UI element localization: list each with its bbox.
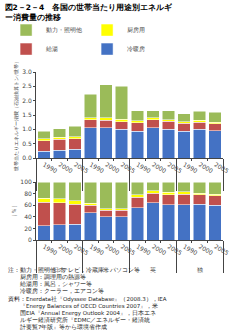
svg-text:2000: 2000 — [198, 161, 215, 175]
svg-text:2000: 2000 — [57, 243, 74, 257]
svg-text:1990: 1990 — [182, 243, 199, 257]
svg-text:1990: 1990 — [135, 243, 152, 257]
svg-text:1.5: 1.5 — [22, 111, 32, 118]
svg-text:厨房用: 厨房用 — [127, 26, 145, 33]
svg-text:2.0: 2.0 — [22, 97, 32, 104]
svg-text:2005: 2005 — [120, 243, 137, 257]
svg-text:1990: 1990 — [89, 243, 106, 257]
svg-text:英: 英 — [150, 184, 156, 191]
svg-text:2005: 2005 — [73, 243, 90, 257]
svg-text:1990: 1990 — [42, 243, 59, 257]
svg-text:2005: 2005 — [120, 161, 137, 175]
svg-text:1990: 1990 — [182, 161, 199, 175]
svg-text:3.0: 3.0 — [22, 68, 32, 75]
svg-text:0.0: 0.0 — [22, 154, 32, 161]
svg-text:2005: 2005 — [213, 243, 229, 257]
svg-text:独: 独 — [197, 266, 203, 273]
svg-text:2.5: 2.5 — [22, 82, 32, 89]
svg-text:日本: 日本 — [53, 184, 65, 191]
svg-text:冷暖房: 冷暖房 — [127, 45, 145, 52]
svg-text:図2－2－4 各国の世帯当たり用途別エネルギー消費量の推移: 図2－2－4 各国の世帯当たり用途別エネルギー消費量の推移 — [5, 3, 174, 22]
svg-text:2005: 2005 — [213, 161, 229, 175]
svg-text:1990: 1990 — [89, 161, 106, 175]
svg-text:2005: 2005 — [166, 161, 183, 175]
svg-text:1990: 1990 — [42, 161, 59, 175]
svg-text:米: 米 — [103, 266, 109, 273]
svg-text:2000: 2000 — [57, 161, 74, 175]
svg-text:（％）: （％） — [10, 202, 18, 220]
svg-text:注：動力・照明他：テレビ，冷蔵庫，パソコン等 厨房用：調理: 注：動力・照明他：テレビ，冷蔵庫，パソコン等 厨房用：調理用の熱源等 給湯用：風… — [8, 266, 167, 330]
svg-text:2000: 2000 — [198, 243, 215, 257]
svg-text:2000: 2000 — [104, 243, 121, 257]
svg-text:60: 60 — [24, 201, 32, 208]
svg-text:2000: 2000 — [151, 161, 168, 175]
svg-text:2005: 2005 — [166, 243, 183, 257]
svg-text:米: 米 — [103, 184, 109, 191]
svg-text:1990: 1990 — [135, 161, 152, 175]
svg-text:1.0: 1.0 — [22, 125, 32, 132]
svg-text:2000: 2000 — [151, 243, 168, 257]
svg-text:動力・照明他: 動力・照明他 — [46, 26, 82, 33]
svg-text:2005: 2005 — [73, 161, 90, 175]
svg-text:0: 0 — [28, 236, 32, 243]
svg-text:独: 独 — [197, 184, 203, 191]
svg-text:給湯: 給湯 — [45, 45, 58, 52]
svg-text:20: 20 — [24, 225, 32, 232]
svg-text:80: 80 — [24, 190, 32, 197]
svg-text:40: 40 — [24, 213, 32, 220]
svg-text:日本: 日本 — [53, 266, 65, 273]
svg-text:世帯当たりエネルギー消費（石油換算トン/世帯）: 世帯当たりエネルギー消費（石油換算トン/世帯） — [13, 59, 19, 171]
svg-text:英: 英 — [150, 266, 156, 273]
svg-text:0.5: 0.5 — [22, 140, 32, 147]
svg-text:100: 100 — [20, 178, 32, 185]
svg-text:2000: 2000 — [104, 161, 121, 175]
